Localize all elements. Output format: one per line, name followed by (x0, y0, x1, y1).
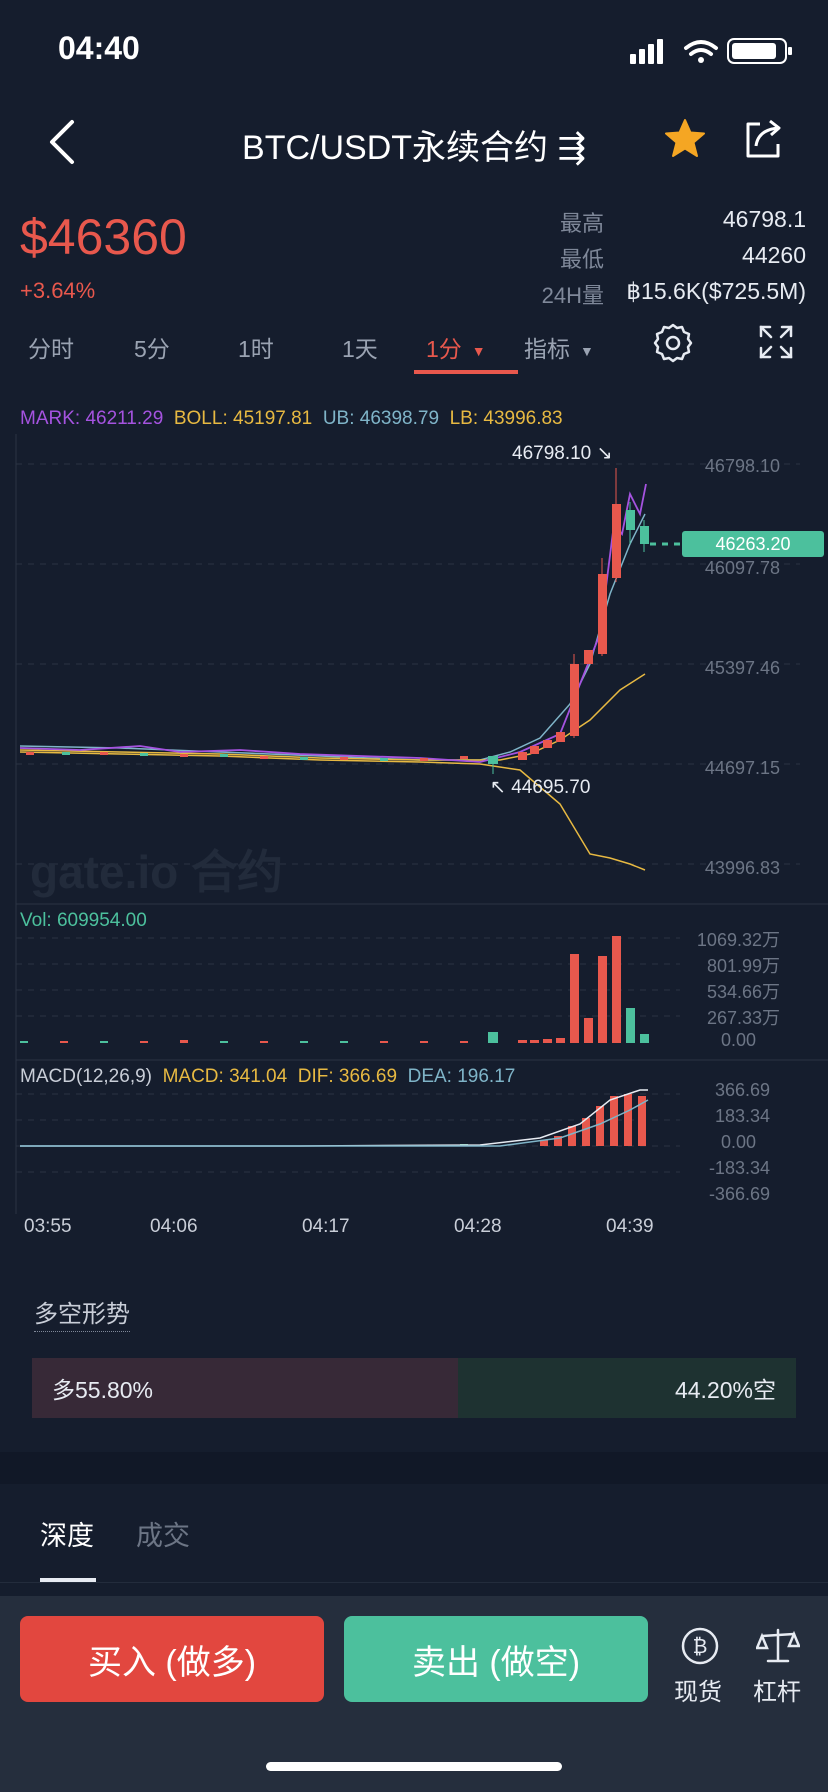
boll-legend: BOLL: 45197.81 (173, 408, 313, 429)
high-label: 最高 (559, 211, 604, 236)
current-price-tag: 46263.20 (715, 534, 791, 554)
fullscreen-icon[interactable] (758, 324, 794, 360)
status-time: 04:40 (58, 30, 140, 66)
status-icons (630, 38, 792, 64)
lb-legend: LB: 43996.83 (449, 408, 563, 429)
scale-icon[interactable] (756, 1626, 800, 1666)
buy-long-button[interactable]: 买入 (做多) (20, 1616, 324, 1702)
bitcoin-icon[interactable]: ₿ (680, 1626, 720, 1666)
spot-label[interactable]: 现货 (674, 1679, 722, 1706)
home-indicator[interactable] (266, 1762, 562, 1771)
chevron-left-icon[interactable] (44, 118, 80, 166)
y-axis-label: 46097.78 (704, 558, 780, 578)
page-title[interactable]: BTC/USDT永续合约 ⇶ (242, 129, 586, 167)
low-value: 44260 (742, 242, 806, 268)
y-axis-label: 44697.15 (704, 758, 780, 778)
volume-legend: Vol: 609954.00 (20, 910, 147, 931)
volume-bars (20, 936, 649, 1043)
macd-axis-label: 0.00 (720, 1132, 756, 1152)
chart-grid (15, 434, 828, 1214)
high-marker: 46798.10 ↘ (512, 443, 613, 464)
price-change: +3.64% (20, 278, 96, 303)
macd-legend: MACD(12,26,9) MACD: 341.04 DIF: 366.69 D… (20, 1066, 515, 1088)
sentiment-title[interactable]: 多空形势 (34, 1294, 130, 1332)
wifi-icon (684, 40, 718, 63)
mark-legend: MARK: 46211.29 (20, 408, 164, 429)
boll-lower-line (19, 751, 646, 871)
leverage-label[interactable]: 杠杆 (753, 1679, 801, 1706)
dea-value: DEA: 196.17 (407, 1066, 516, 1087)
short-ratio: 44.20%空 (458, 1358, 796, 1418)
low-label: 最低 (559, 247, 604, 272)
tab-indicators-label: 指标 (524, 336, 570, 362)
high-value: 46798.1 (722, 206, 806, 232)
battery-icon (727, 38, 792, 64)
time-axis-label: 04:39 (606, 1216, 654, 1237)
rally-candles (518, 468, 649, 760)
depth-tab-indicator (40, 1578, 96, 1582)
vol-axis-label: 1069.32万 (696, 930, 780, 950)
vol-axis-label: 0.00 (720, 1030, 756, 1050)
time-axis-label: 03:55 (24, 1216, 72, 1237)
caret-down-icon: ▼ (471, 342, 486, 359)
y-axis-label: 46798.10 (704, 456, 780, 476)
vol-axis-label: 267.33万 (706, 1008, 780, 1028)
y-axis-label: 43996.83 (704, 858, 780, 878)
sentiment-bar: 多55.80% 44.20%空 (32, 1358, 796, 1418)
mark-price-line (19, 483, 647, 763)
section-divider (0, 1452, 828, 1484)
tab-1day[interactable]: 1天 (342, 336, 378, 362)
time-axis-label: 04:06 (150, 1216, 198, 1237)
signal-icon (630, 39, 663, 64)
dif-value: DIF: 366.69 (297, 1066, 398, 1087)
sell-short-button[interactable]: 卖出 (做空) (344, 1616, 648, 1702)
tab-1min[interactable]: 1分 ▼ (426, 330, 486, 364)
tab-1min-label: 1分 (426, 336, 462, 362)
watermark-logo: gate.io 合约 (30, 846, 284, 898)
tab-trades[interactable]: 成交 (136, 1521, 190, 1551)
flat-candles (26, 752, 498, 774)
macd-value: MACD: 341.04 (162, 1066, 288, 1087)
macd-axis-label: 183.34 (714, 1106, 770, 1126)
tab-1hour[interactable]: 1时 (238, 336, 274, 362)
macd-params: MACD(12,26,9) (20, 1066, 152, 1087)
share-icon[interactable] (742, 118, 784, 160)
caret-down-icon: ▼ (580, 342, 594, 359)
tab-timeshare[interactable]: 分时 (28, 336, 74, 362)
y-axis-label: 45397.46 (704, 658, 780, 678)
time-axis-label: 04:17 (302, 1216, 350, 1237)
tab-5min[interactable]: 5分 (134, 336, 170, 362)
macd-axis-label: -366.69 (708, 1184, 770, 1204)
svg-text:₿: ₿ (693, 1634, 708, 1658)
macd-axis-label: -183.34 (708, 1158, 770, 1178)
dea-line (20, 1099, 649, 1147)
vol-axis-label: 534.66万 (706, 982, 780, 1002)
long-ratio: 多55.80% (32, 1358, 459, 1418)
chart-legend: MARK: 46211.29 BOLL: 45197.81 UB: 46398.… (20, 408, 563, 430)
low-marker: ↖ 44695.70 (490, 777, 591, 798)
volume-value: ฿15.6K($725.5M) (626, 278, 806, 304)
boll-upper-line (19, 513, 646, 761)
kline-chart[interactable] (0, 434, 828, 1214)
tab-indicators[interactable]: 指标 ▼ (524, 330, 594, 364)
star-icon[interactable] (664, 118, 706, 160)
last-price: $46360 (20, 209, 187, 265)
divider (0, 1582, 828, 1583)
tab-indicator (414, 370, 518, 374)
ub-legend: UB: 46398.79 (322, 408, 440, 429)
gear-icon[interactable] (652, 322, 694, 364)
volume-label: 24H量 (541, 283, 604, 308)
tab-depth[interactable]: 深度 (40, 1521, 94, 1551)
volume-grid (16, 937, 680, 1017)
boll-mid-line (19, 673, 646, 761)
macd-grid (16, 1093, 680, 1173)
macd-axis-label: 366.69 (714, 1080, 770, 1100)
vol-axis-label: 801.99万 (706, 956, 780, 976)
dif-line (20, 1089, 648, 1147)
time-axis-label: 04:28 (454, 1216, 502, 1237)
current-price-tag-bg (682, 531, 824, 557)
